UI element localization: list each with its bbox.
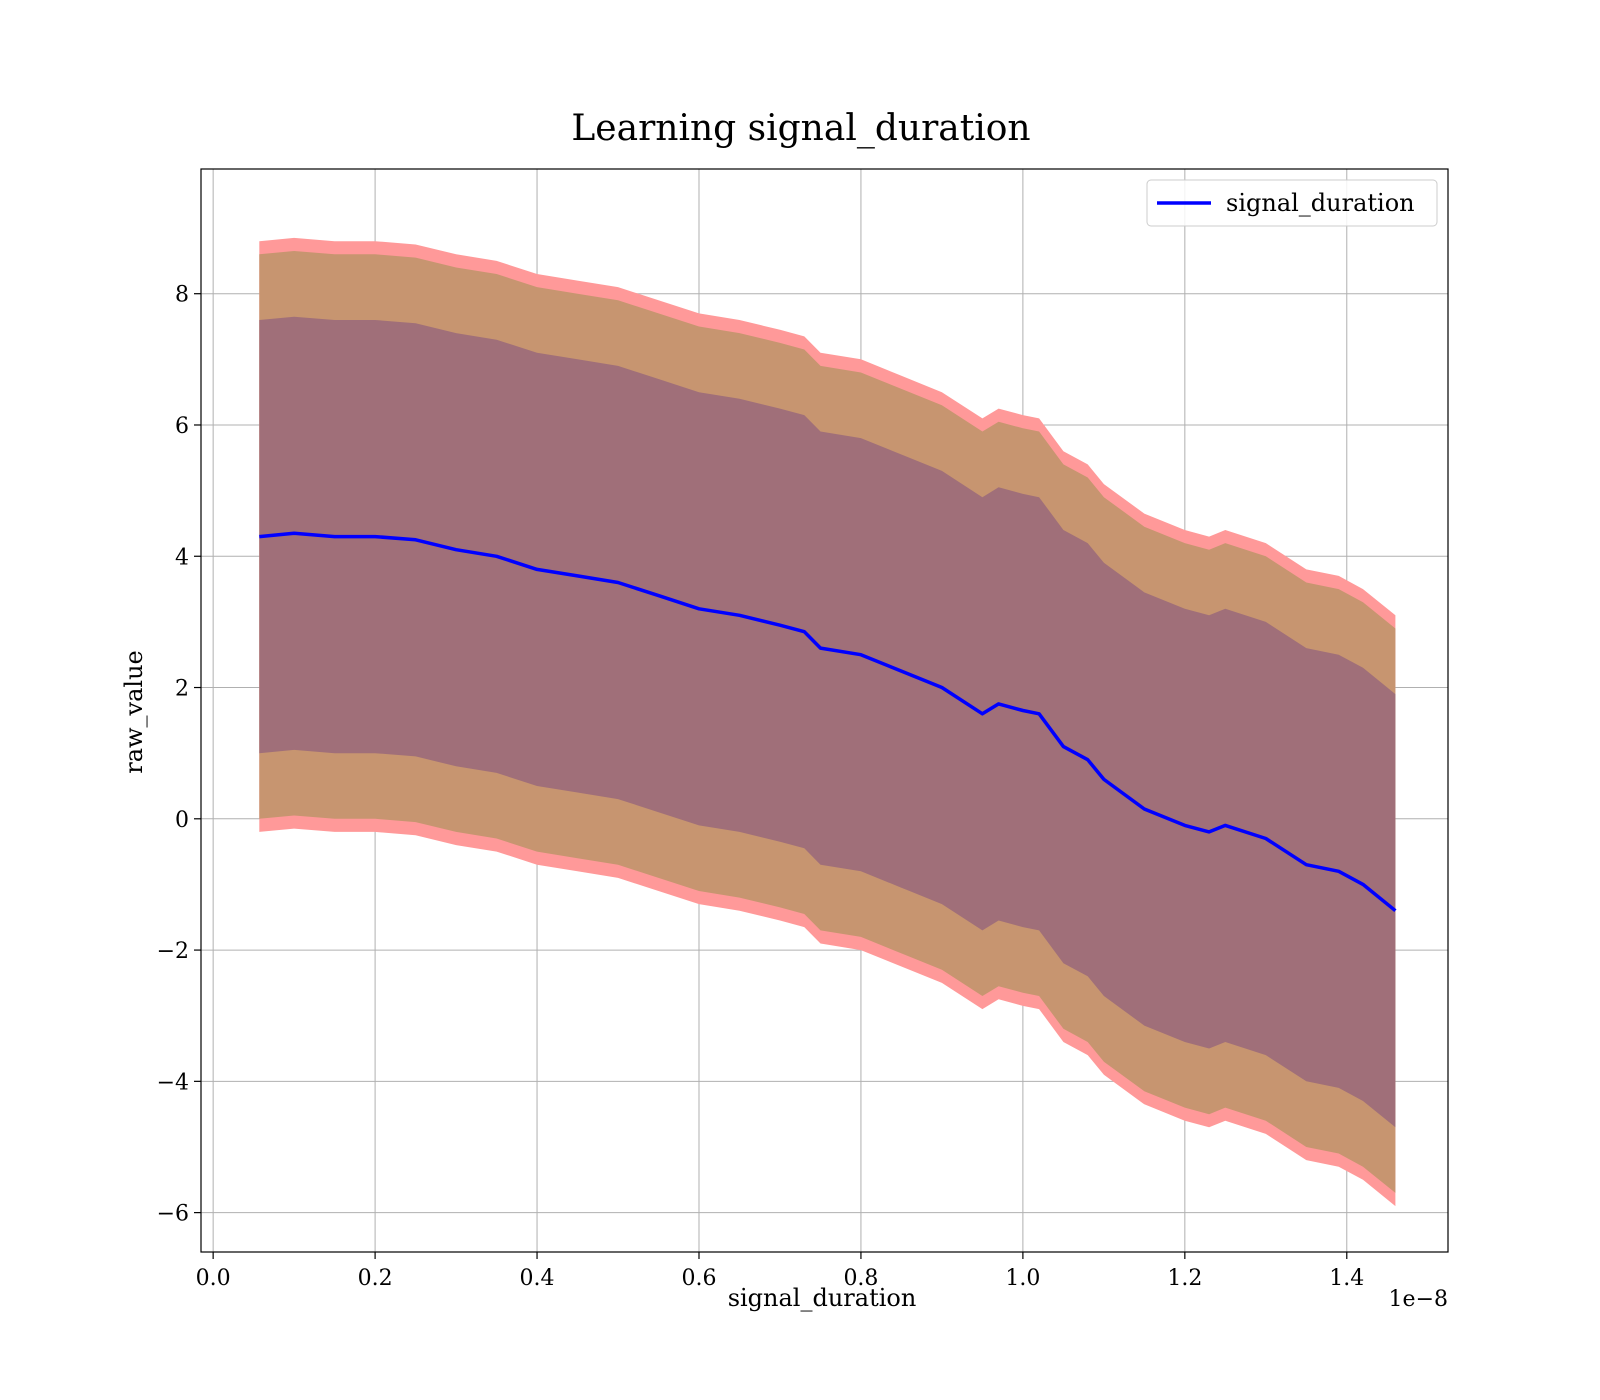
band-inner (259, 316, 1396, 1128)
x-tick-label: 0.2 (358, 1266, 393, 1291)
x-tick-label: 1.2 (1167, 1266, 1202, 1291)
chart-title: Learning signal_duration (571, 108, 1030, 149)
x-tick-label: 1.4 (1329, 1266, 1364, 1291)
y-tick-label: 4 (175, 545, 189, 570)
y-tick-label: −4 (157, 1070, 189, 1095)
x-axis-label: signal_duration (728, 1284, 917, 1312)
x-tick-label: 0.8 (843, 1266, 878, 1291)
series-lines (259, 531, 1397, 913)
axis-ticks: 0.0 0.2 0.4 0.6 0.8 1.0 1.2 1.4 −6 −4 −2 0 2 4 6 8 (157, 283, 1365, 1291)
confidence-bands (259, 237, 1396, 1207)
x-tick-label: 0.6 (681, 1266, 716, 1291)
x-tick-label: 0.0 (196, 1266, 231, 1291)
y-tick-label: −6 (157, 1202, 189, 1227)
legend: signal_duration (1146, 179, 1438, 227)
y-axis-label: raw_value (120, 650, 148, 774)
legend-box (1146, 179, 1438, 227)
x-tick-label: 1.0 (1005, 1266, 1040, 1291)
y-tick-label: 8 (175, 283, 189, 308)
x-tick-label: 0.4 (520, 1266, 555, 1291)
plot-frame (200, 168, 1449, 1253)
y-tick-label: 6 (175, 414, 189, 439)
y-tick-label: −2 (157, 939, 189, 964)
y-tick-label: 2 (175, 677, 189, 702)
y-tick-label: 0 (175, 808, 189, 833)
x-axis-offset-label: 1e−8 (1389, 1287, 1448, 1312)
legend-label-signal-duration: signal_duration (1226, 189, 1415, 217)
series-line-signal-duration (259, 531, 1397, 913)
